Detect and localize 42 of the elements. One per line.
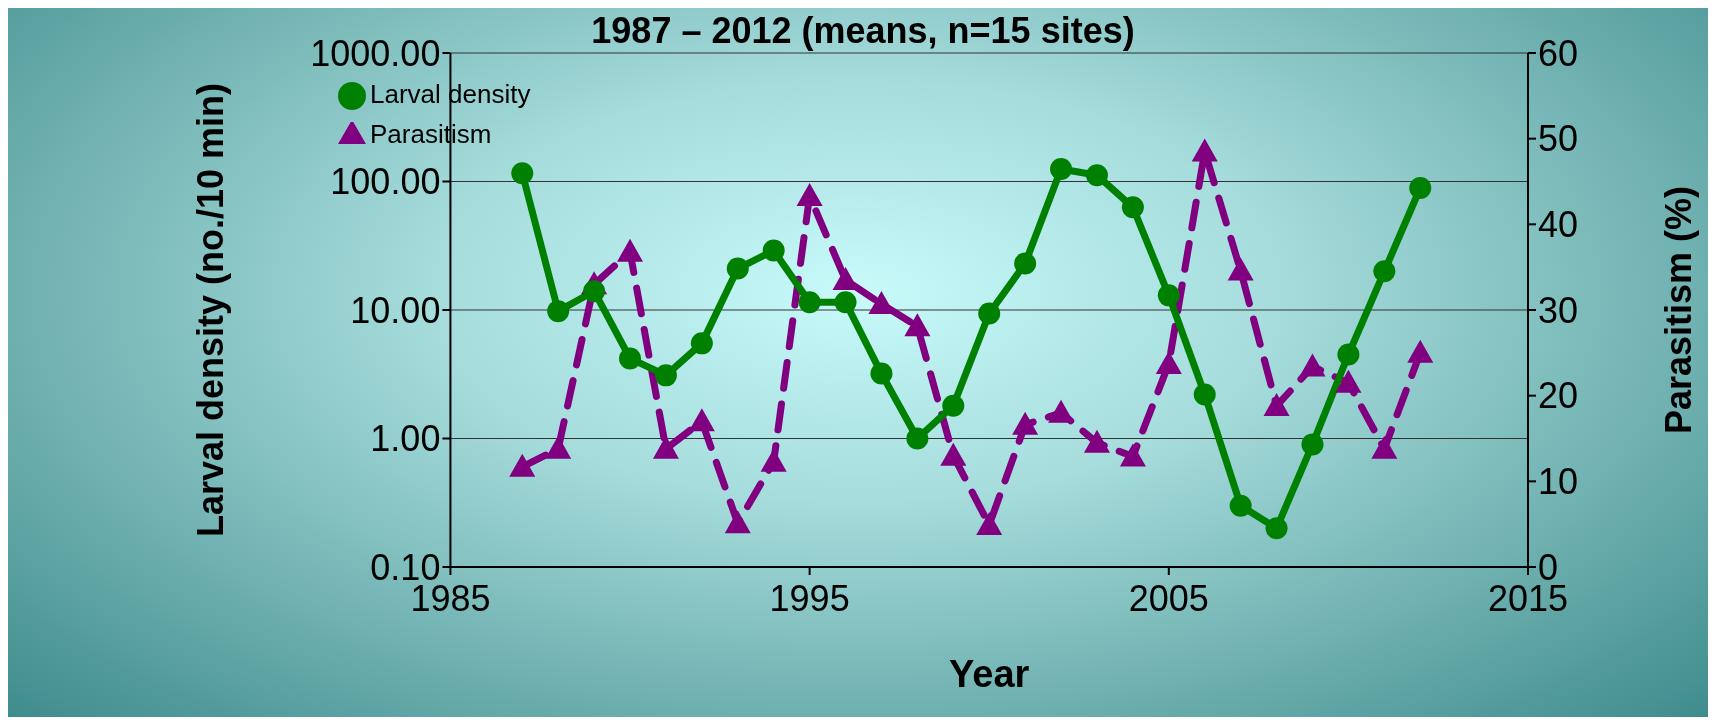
y2-tick-label: 60	[1538, 32, 1579, 74]
point	[1157, 284, 1180, 307]
y-tick-label: 10.00	[350, 289, 441, 331]
point	[978, 302, 1001, 325]
point	[1014, 252, 1037, 275]
point	[1050, 158, 1073, 181]
point	[870, 362, 893, 385]
point	[547, 300, 570, 323]
y2-axis-title: Parasitism (%)	[1657, 185, 1699, 435]
y2-tick-label: 30	[1538, 289, 1579, 331]
point	[511, 162, 534, 185]
point	[906, 427, 929, 450]
y-tick-label: 1000.00	[310, 32, 441, 74]
y2-tick-label: 10	[1538, 461, 1579, 503]
point	[690, 332, 713, 355]
point	[1193, 383, 1216, 406]
y-axis-title: Larval density (no./10 min)	[190, 82, 232, 538]
point	[1265, 517, 1288, 540]
point	[1301, 433, 1324, 456]
point	[1229, 494, 1252, 517]
point	[726, 257, 749, 280]
point	[654, 364, 677, 387]
point	[834, 291, 857, 314]
point	[1373, 260, 1396, 283]
y2-tick-label: 50	[1538, 118, 1579, 160]
point	[583, 280, 606, 303]
y-tick-label: 1.00	[370, 418, 441, 460]
point	[798, 291, 821, 314]
point	[1409, 177, 1432, 199]
chart-title: 1987 – 2012 (means, n=15 sites)	[591, 10, 1135, 51]
y2-tick-label: 20	[1538, 375, 1579, 417]
point	[1121, 196, 1144, 219]
point	[942, 394, 965, 417]
x-tick-label: 1995	[769, 577, 850, 619]
point	[1337, 343, 1360, 366]
point	[619, 347, 642, 370]
point	[1085, 164, 1108, 187]
x-axis-title: Year	[949, 653, 1030, 695]
y-tick-label: 100.00	[330, 161, 441, 203]
y2-tick-label: 40	[1538, 204, 1579, 246]
point	[762, 239, 785, 262]
x-tick-label: 2005	[1128, 577, 1209, 619]
